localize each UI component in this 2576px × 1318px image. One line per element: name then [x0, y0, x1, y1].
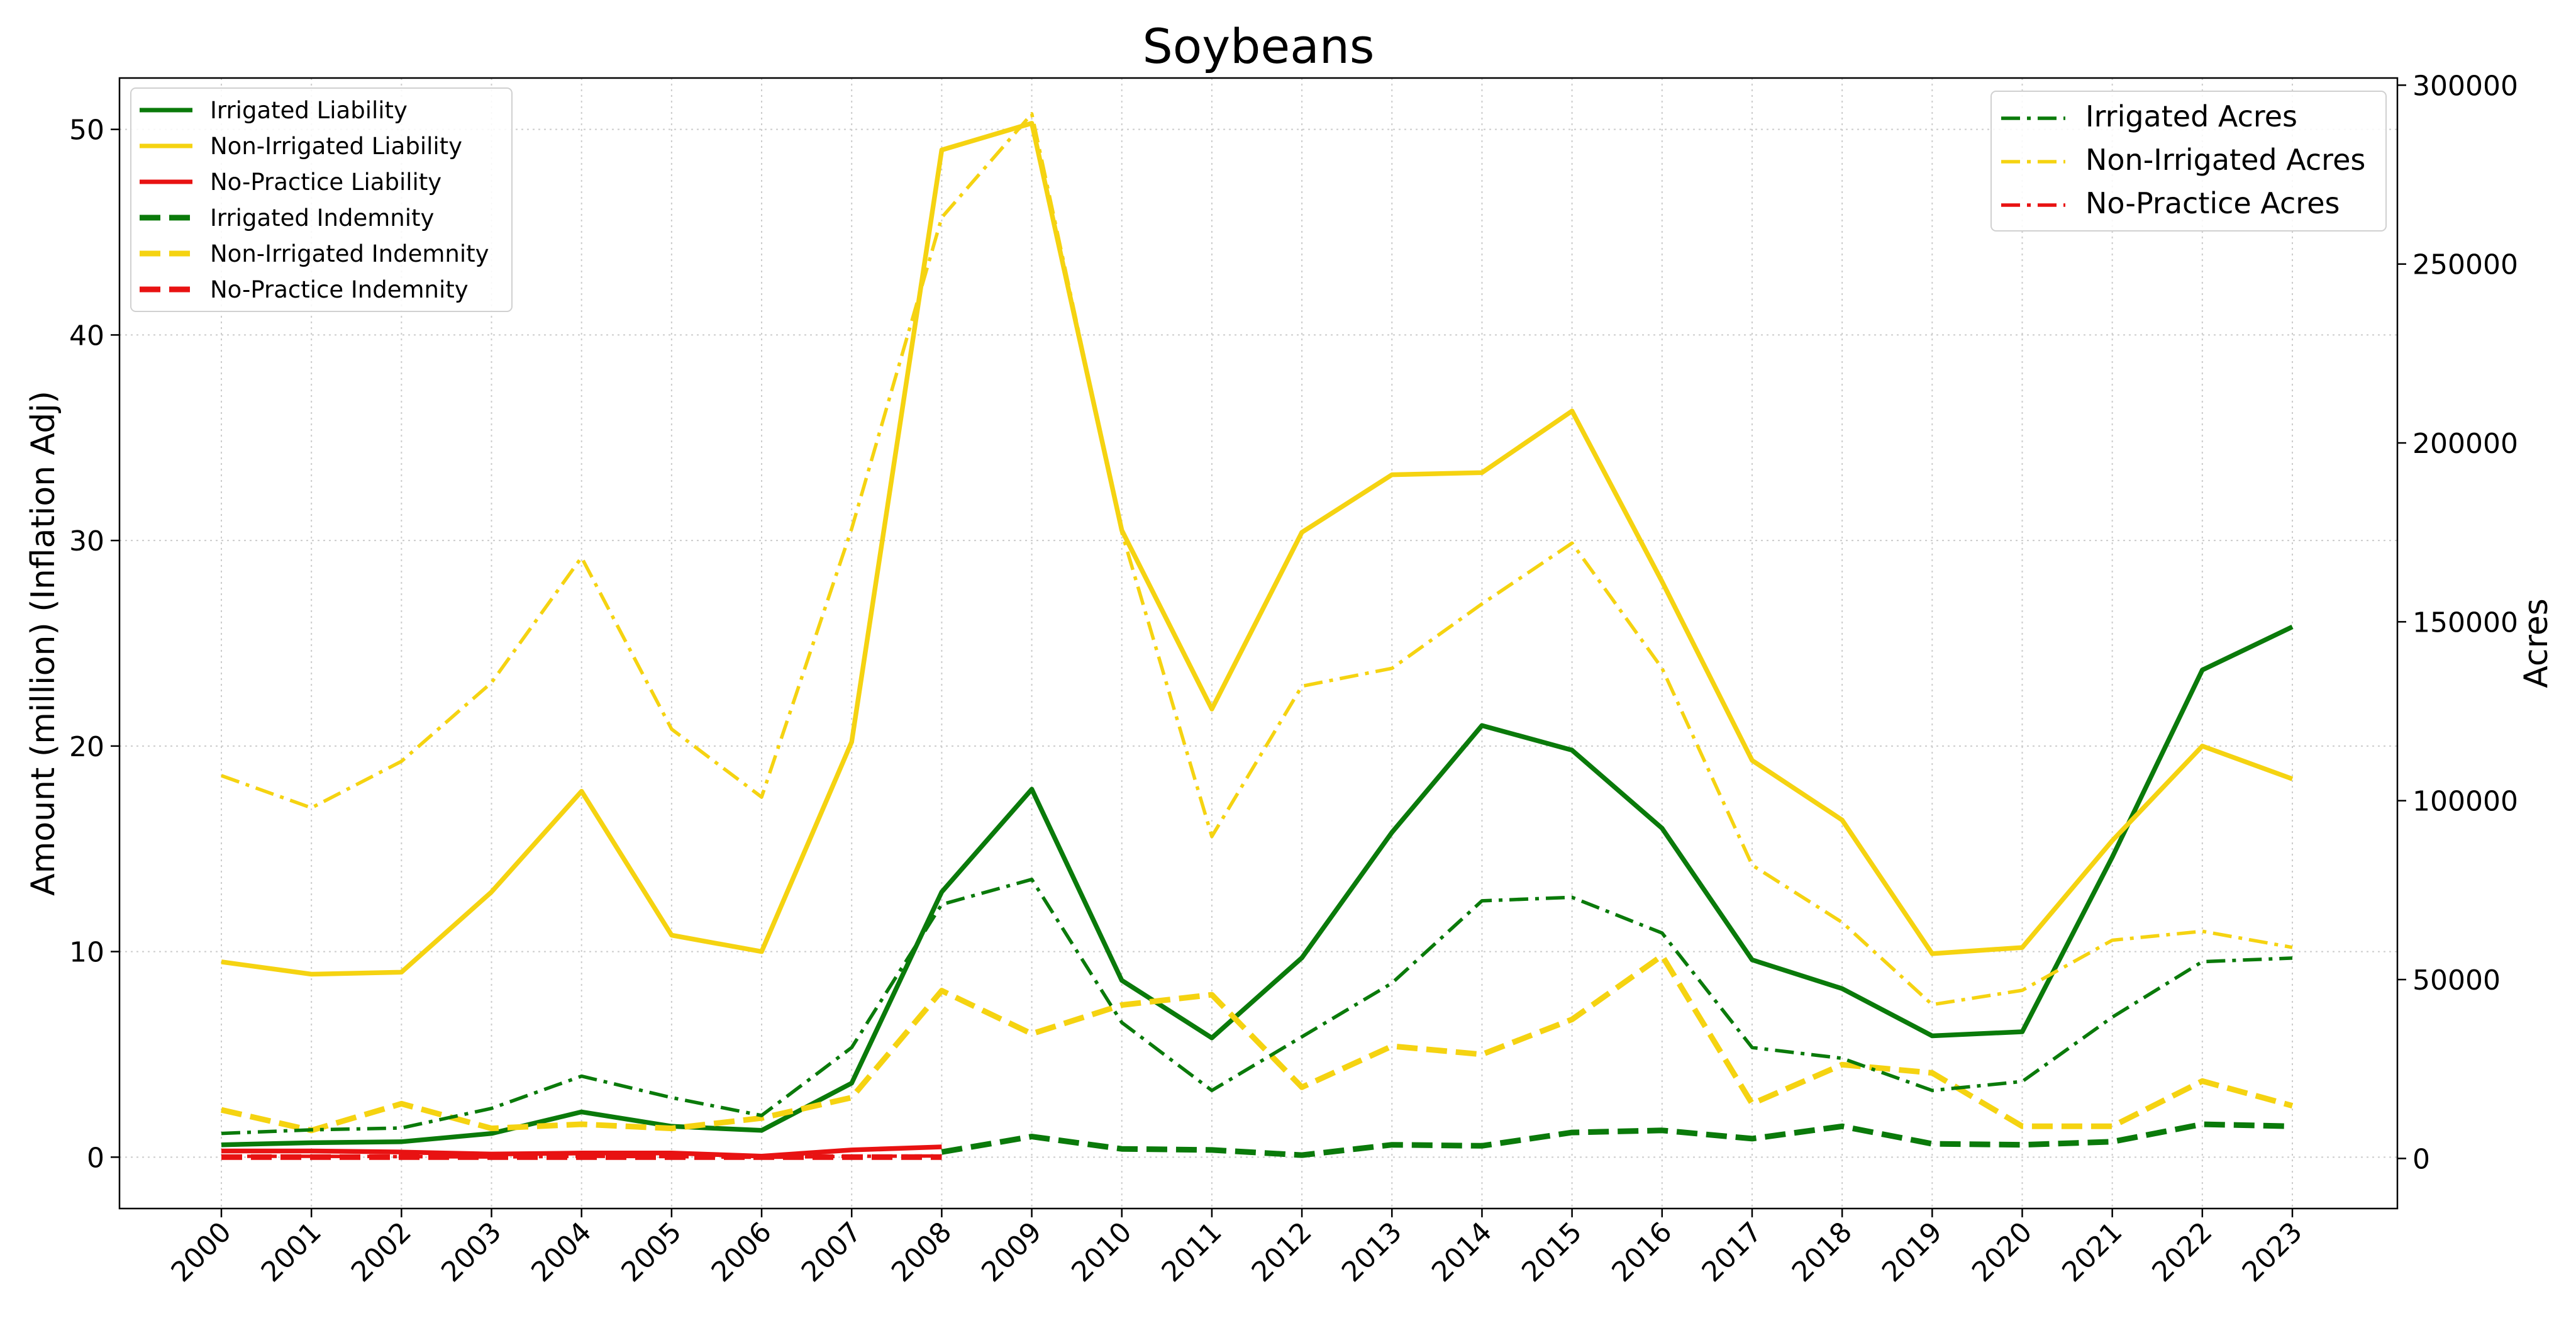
- x-tick-label: 2010: [1065, 1216, 1138, 1288]
- x-axis: 2000 2001 2002 2003 2004 2005 2006 2007 2008 2009…: [165, 1209, 2309, 1288]
- x-tick-label: 2001: [255, 1216, 328, 1288]
- x-tick-label: 2007: [796, 1216, 868, 1288]
- x-tick-label: 2022: [2146, 1216, 2218, 1288]
- series-line-non-irrigated-acres: [221, 112, 2293, 1007]
- chart-title: Soybeans: [1142, 18, 1374, 74]
- x-tick-label: 2018: [1786, 1216, 1858, 1288]
- legend-liability-indemnity: Irrigated Liability Non-Irrigated Liabili…: [130, 87, 513, 312]
- legend-label: Non-Irrigated Indemnity: [210, 240, 489, 267]
- plot-frame: [118, 77, 2399, 1210]
- x-tick-label: 2002: [345, 1216, 418, 1288]
- legend-box: [130, 87, 513, 312]
- x-tick-label: 2020: [1966, 1216, 2038, 1288]
- legend-acres: Irrigated Acres Non-Irrigated Acres No-Pra…: [1990, 91, 2387, 232]
- x-tick-label: 2016: [1606, 1216, 1678, 1288]
- x-tick-label: 2011: [1155, 1216, 1228, 1288]
- x-tick-label: 2009: [975, 1216, 1048, 1288]
- x-tick-label: 2014: [1426, 1216, 1498, 1288]
- y-left-tick-label: 50: [69, 114, 104, 147]
- legend-label: Irrigated Liability: [210, 97, 408, 124]
- x-tick-label: 2023: [2236, 1216, 2309, 1288]
- x-tick-label: 2017: [1696, 1216, 1768, 1288]
- series-line-non-irrigated-liability: [221, 121, 2294, 977]
- y-axis-left: 0 10 20 30 40 50: [69, 114, 119, 1174]
- x-tick-label: 2008: [886, 1216, 958, 1288]
- legend-label: No-Practice Liability: [210, 169, 441, 196]
- x-tick-label: 2005: [615, 1216, 687, 1288]
- y-left-tick-label: 40: [69, 320, 104, 352]
- y-axis-left-label: Amount (million) (Inflation Adj): [25, 391, 62, 896]
- series-line-no-practice-liability: [221, 1144, 942, 1159]
- y-axis-right: 0 50000 100000 150000 200000 250000 300000: [2397, 70, 2518, 1175]
- y-right-tick-label: 250000: [2412, 249, 2518, 281]
- x-tick-label: 2003: [435, 1216, 508, 1288]
- y-right-tick-label: 150000: [2412, 606, 2518, 639]
- x-tick-label: 2006: [706, 1216, 778, 1288]
- legend-box: [1990, 91, 2387, 232]
- series-layer: [221, 112, 2294, 1160]
- y-right-tick-label: 200000: [2412, 428, 2518, 460]
- y-left-tick-label: 30: [69, 525, 104, 557]
- legend-label: No-Practice Indemnity: [210, 276, 469, 303]
- x-tick-label: 2015: [1516, 1216, 1588, 1288]
- x-tick-label: 2012: [1246, 1216, 1318, 1288]
- y-left-tick-label: 20: [69, 731, 104, 763]
- series-line-irrigated-liability: [221, 625, 2294, 1148]
- x-tick-label: 2019: [1876, 1216, 1948, 1288]
- y-right-tick-label: 300000: [2412, 70, 2518, 102]
- series-line-no-practice-acres: [221, 1154, 942, 1159]
- x-tick-label: 2013: [1336, 1216, 1408, 1288]
- legend-label: Irrigated Indemnity: [210, 204, 434, 232]
- y-axis-right-label: Acres: [2518, 598, 2555, 688]
- series-line-irrigated-acres: [221, 878, 2293, 1136]
- y-left-tick-label: 0: [87, 1142, 104, 1174]
- series-line-irrigated-indemnity: [941, 1121, 2293, 1158]
- legend-label: No-Practice Acres: [2085, 186, 2340, 220]
- x-tick-label: 2021: [2056, 1216, 2128, 1288]
- y-left-tick-label: 10: [69, 937, 104, 969]
- y-right-tick-label: 50000: [2412, 964, 2501, 997]
- legend-label: Non-Irrigated Liability: [210, 133, 462, 160]
- legend-label: Non-Irrigated Acres: [2085, 143, 2365, 177]
- legend-label: Irrigated Acres: [2085, 99, 2297, 133]
- y-right-tick-label: 0: [2412, 1143, 2430, 1175]
- series-line-non-irrigated-indemnity: [221, 952, 2294, 1134]
- x-tick-label: 2004: [525, 1216, 597, 1288]
- x-tick-label: 2000: [165, 1216, 238, 1288]
- y-right-tick-label: 100000: [2412, 786, 2518, 818]
